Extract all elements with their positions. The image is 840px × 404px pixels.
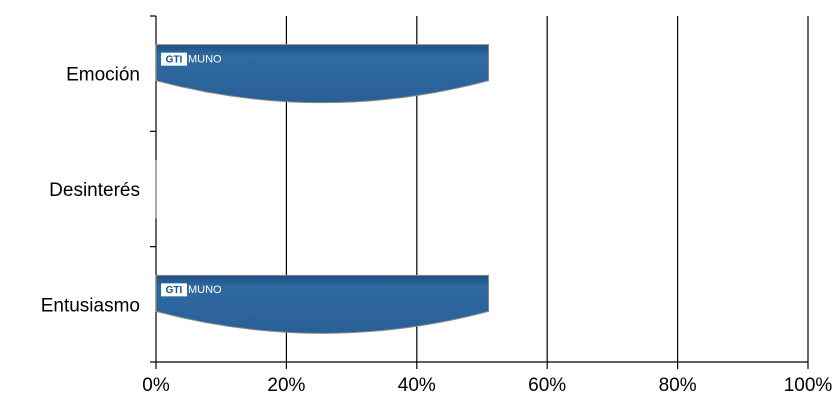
logo-text: MUNO — [188, 284, 222, 296]
logo-box — [161, 283, 187, 297]
bar — [155, 44, 490, 104]
x-tick-label: 60% — [528, 375, 566, 396]
y-tick-label: Entusiasmo — [41, 295, 140, 316]
x-tick-label: 80% — [659, 375, 697, 396]
y-tick-label: Desinterés — [49, 180, 140, 201]
x-tick-label: 20% — [267, 375, 305, 396]
y-tick-label: Emoción — [66, 65, 140, 86]
logo-box-text: GTI — [166, 285, 183, 296]
bar — [155, 274, 490, 334]
logo-box-text: GTI — [166, 54, 183, 65]
bar-group: GTI MUNO — [155, 44, 490, 104]
x-tick-label: 40% — [398, 375, 436, 396]
logo-text: MUNO — [188, 54, 222, 66]
logo-box — [161, 52, 187, 66]
x-tick-label: 0% — [142, 375, 170, 396]
x-tick-label: 100% — [784, 375, 833, 396]
bar-group: GTI MUNO — [155, 274, 490, 334]
